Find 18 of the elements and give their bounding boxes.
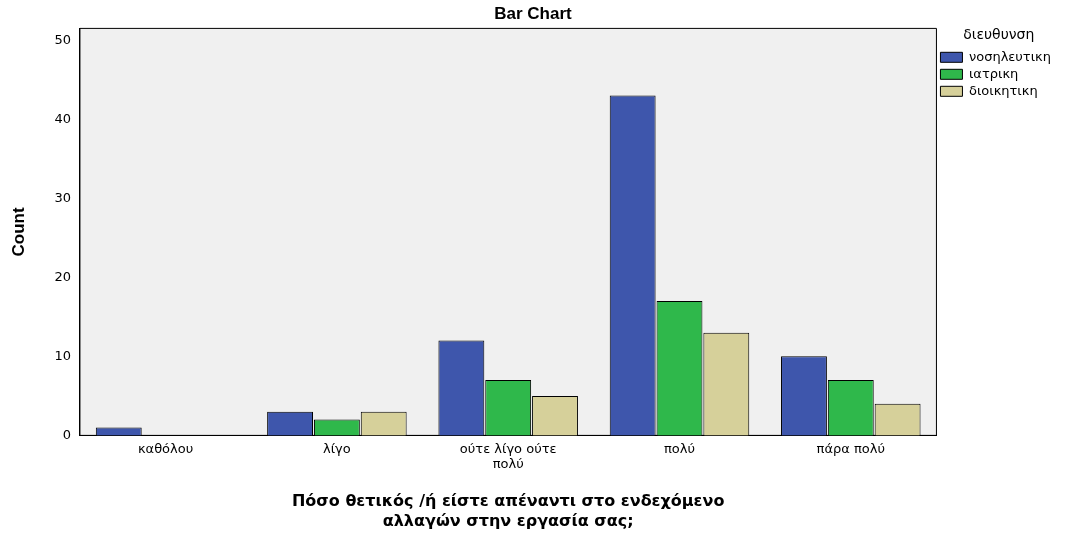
x-axis-title: Πόσο θετικός /ή είστε απέναντι στο ενδεχόμενο αλλαγών στην εργασία σας; xyxy=(291,491,725,530)
x-tick-label: καθόλου xyxy=(137,440,194,456)
y-tick-label: 10 xyxy=(54,347,71,363)
x-tick-label: πολύ xyxy=(663,440,695,456)
y-tick-label: 20 xyxy=(54,268,71,284)
y-tick-label: 30 xyxy=(54,189,71,205)
x-tick-label: ούτε λίγο ούτε πολύ xyxy=(459,440,557,472)
x-tick-label: πάρα πολύ xyxy=(816,440,885,456)
legend-label: ιατρικη xyxy=(968,65,1019,81)
legend-label: διοικητικη xyxy=(968,82,1038,98)
y-tick-label: 0 xyxy=(62,426,71,442)
chart-title: Bar Chart xyxy=(494,3,573,23)
y-axis-title: Count xyxy=(8,207,28,257)
legend-label: νοσηλευτικη xyxy=(968,48,1051,64)
x-tick-label: λίγο xyxy=(323,440,351,456)
y-tick-label: 50 xyxy=(54,31,71,47)
legend-title: διευθυνση xyxy=(963,25,1035,42)
y-tick-label: 40 xyxy=(54,110,71,126)
